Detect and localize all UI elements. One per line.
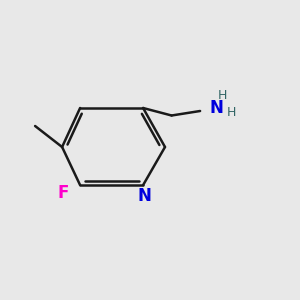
Text: F: F xyxy=(58,184,69,202)
Text: H: H xyxy=(218,89,227,102)
Text: N: N xyxy=(138,187,152,205)
Text: H: H xyxy=(226,106,236,119)
Text: N: N xyxy=(210,99,224,117)
